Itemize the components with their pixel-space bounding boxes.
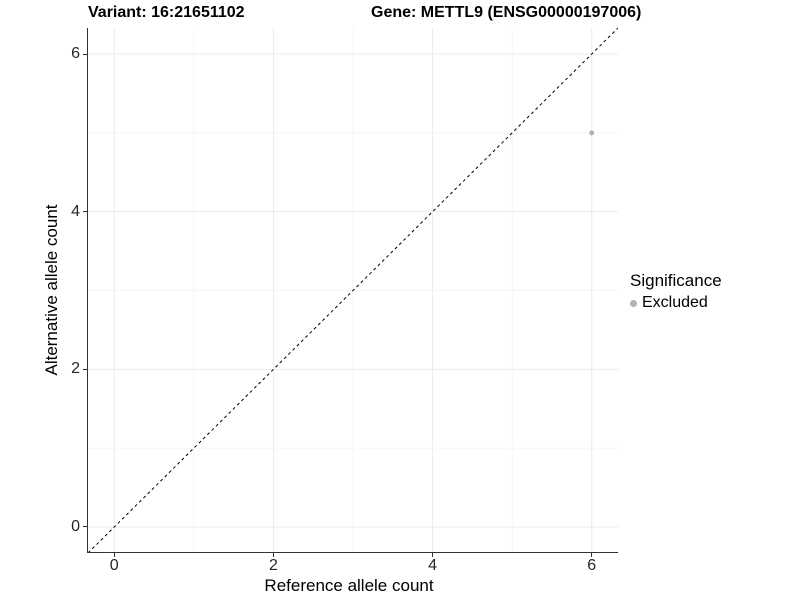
legend: Significance Excluded	[630, 271, 722, 312]
x-tick-mark	[113, 553, 115, 557]
y-axis-title: Alternative allele count	[42, 204, 61, 376]
x-tick-mark	[272, 553, 274, 557]
x-axis-title: Reference allele count	[264, 576, 434, 595]
plot-panel	[87, 27, 619, 554]
x-axis-line	[87, 552, 618, 553]
y-tick-label: 6	[71, 45, 80, 62]
x-tick-label: 6	[587, 557, 597, 574]
x-tick-label: 4	[428, 557, 438, 574]
legend-item-label: Excluded	[642, 294, 708, 311]
x-tick-label: 2	[268, 557, 278, 574]
x-tick-mark	[591, 553, 593, 557]
data-point	[589, 130, 595, 136]
excluded-point-icon	[630, 299, 637, 307]
y-axis-line	[87, 28, 88, 553]
variant-title: Variant: 16:21651102	[88, 4, 245, 21]
y-tick-mark	[83, 368, 87, 370]
y-tick-mark	[83, 526, 87, 528]
y-tick-label: 4	[71, 202, 80, 220]
plot-svg	[87, 27, 619, 554]
x-tick-label: 0	[109, 557, 119, 574]
legend-title: Significance	[630, 271, 722, 290]
x-tick-mark	[432, 553, 434, 557]
y-tick-label: 2	[71, 360, 80, 378]
gene-title: Gene: METTL9 (ENSG00000197006)	[371, 4, 642, 21]
y-tick-label: 0	[71, 517, 80, 535]
identity-reference-line	[87, 27, 619, 554]
y-tick-mark	[83, 53, 87, 55]
y-tick-mark	[83, 211, 87, 213]
legend-item-excluded: Excluded	[630, 294, 722, 312]
